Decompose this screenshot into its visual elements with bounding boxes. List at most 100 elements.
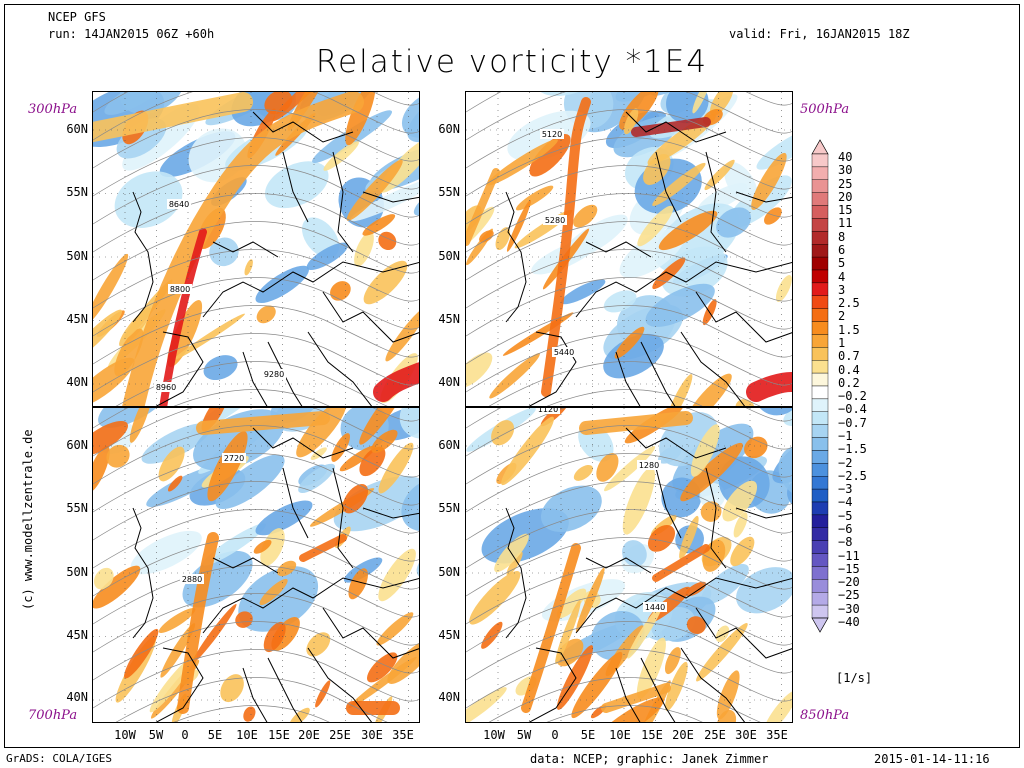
latitude-label: 50N: [438, 249, 460, 263]
coastline-border: [212, 557, 279, 574]
colorbar-tick-label: 1: [838, 336, 846, 350]
geopotential-contour: [93, 305, 419, 365]
colorbar-swatch: [811, 566, 829, 580]
colorbar-tick-label: −2.5: [838, 468, 867, 483]
positive-vorticity-area: [643, 154, 671, 185]
coastline-border: [528, 647, 577, 722]
positive-vorticity-area: [315, 680, 331, 708]
positive-vorticity-area: [106, 444, 130, 468]
longitude-label: 35E: [766, 728, 788, 742]
negative-vorticity-area: [401, 478, 419, 532]
geopotential-contour: [466, 593, 792, 653]
positive-vorticity-area: [359, 446, 386, 477]
coastline-border: [680, 331, 746, 406]
coastline-border: [640, 657, 676, 722]
colorbar-swatch: [811, 166, 829, 180]
positive-vorticity-area: [751, 152, 787, 210]
negative-vorticity-area: [657, 446, 682, 464]
colorbar-swatch: [811, 282, 829, 296]
colorbar-tick-label: −2: [838, 455, 853, 470]
coastline-border: [322, 291, 419, 343]
geopotential-contour: [466, 649, 792, 709]
positive-vorticity-area: [310, 447, 327, 460]
geopotential-contour: [546, 389, 703, 406]
svg-text:1280: 1280: [639, 461, 659, 470]
geopotential-contour: [466, 537, 792, 597]
positive-vorticity-area: [323, 141, 359, 171]
positive-vorticity-area: [764, 207, 782, 225]
positive-vorticity-area: [93, 309, 123, 364]
positive-vorticity-area: [529, 134, 571, 177]
colorbar-swatch: [811, 334, 829, 348]
longitude-label: 0: [551, 728, 559, 742]
positive-vorticity-area: [489, 353, 540, 399]
colorbar-tick-label: 0.2: [838, 375, 860, 390]
positive-vorticity-area: [158, 607, 196, 634]
geopotential-contour: [93, 453, 419, 513]
positive-vorticity-area: [709, 92, 734, 116]
coastline-border: [282, 467, 309, 539]
colorbar-tick-label: −1.5: [838, 442, 867, 457]
latitude-label: 45N: [438, 312, 460, 326]
coastline-border: [655, 467, 682, 539]
positive-vorticity-area: [573, 464, 593, 481]
positive-vorticity-area: [93, 445, 110, 493]
vorticity-band: [177, 532, 219, 714]
colorbar-swatch: [811, 231, 829, 245]
vorticity-band: [122, 92, 364, 406]
geopotential-contour: [93, 621, 419, 681]
contour-value-label: 2880: [180, 574, 204, 584]
colorbar-tick-label: −15: [838, 561, 860, 576]
negative-vorticity-area: [104, 92, 170, 115]
colorbar-swatch: [811, 385, 829, 400]
contour-value-label: 5120: [540, 129, 564, 139]
geopotential-contour: [93, 537, 419, 597]
positive-vorticity-area: [167, 475, 183, 492]
map-panel-300hpa: 8640 8800 8960 9280: [92, 91, 420, 407]
longitude-label: 15E: [641, 728, 663, 742]
geopotential-contour: [466, 333, 792, 393]
positive-vorticity-area: [160, 623, 196, 678]
svg-text:9280: 9280: [264, 370, 284, 379]
positive-vorticity-area: [93, 420, 129, 456]
colorbar-min-arrow: [811, 617, 829, 633]
contour-value-label: 2720: [222, 453, 246, 463]
coastline-border: [267, 657, 303, 722]
colorbar-tick-label: −3: [838, 482, 853, 497]
positive-vorticity-area: [596, 453, 619, 482]
colorbar-swatch: [811, 360, 829, 374]
contour-value-label: 5440: [552, 347, 576, 357]
colorbar-tick-label: −5: [838, 508, 853, 523]
colorbar-swatch: [811, 244, 829, 258]
copyright-text: (c) www.modellzentrale.de: [21, 429, 35, 610]
longitude-label: 10W: [114, 728, 136, 742]
negative-vorticity-area: [130, 530, 202, 575]
positive-vorticity-area: [665, 661, 688, 711]
positive-vorticity-area: [306, 632, 331, 657]
positive-vorticity-area: [354, 231, 374, 267]
vorticity-band: [579, 411, 693, 435]
positive-vorticity-area: [129, 408, 152, 443]
positive-vorticity-area: [93, 253, 129, 325]
colorbar-swatch: [811, 347, 829, 361]
coastline-border: [505, 191, 527, 323]
positive-vorticity-area: [387, 639, 419, 684]
coastline-border: [695, 291, 792, 343]
contour-value-label: 8640: [167, 199, 191, 209]
negative-vorticity-area: [603, 333, 664, 379]
coastline-border: [625, 111, 727, 143]
vorticity-field: 2720 2880: [93, 408, 419, 722]
geopotential-contour: [488, 361, 761, 406]
positive-vorticity-area: [124, 628, 159, 679]
positive-vorticity-area: [346, 159, 403, 221]
level-label-300: 300hPa: [28, 102, 78, 117]
positive-vorticity-area: [158, 446, 185, 482]
positive-vorticity-area: [666, 374, 693, 406]
contour-value-label: 8960: [154, 382, 178, 392]
geopotential-contour: [466, 408, 792, 429]
latitude-label: 60N: [66, 122, 88, 136]
contour-value-label: 1440: [643, 602, 667, 612]
positive-vorticity-area: [690, 424, 720, 477]
svg-text:8640: 8640: [169, 200, 189, 209]
colorbar-swatch: [811, 424, 829, 438]
